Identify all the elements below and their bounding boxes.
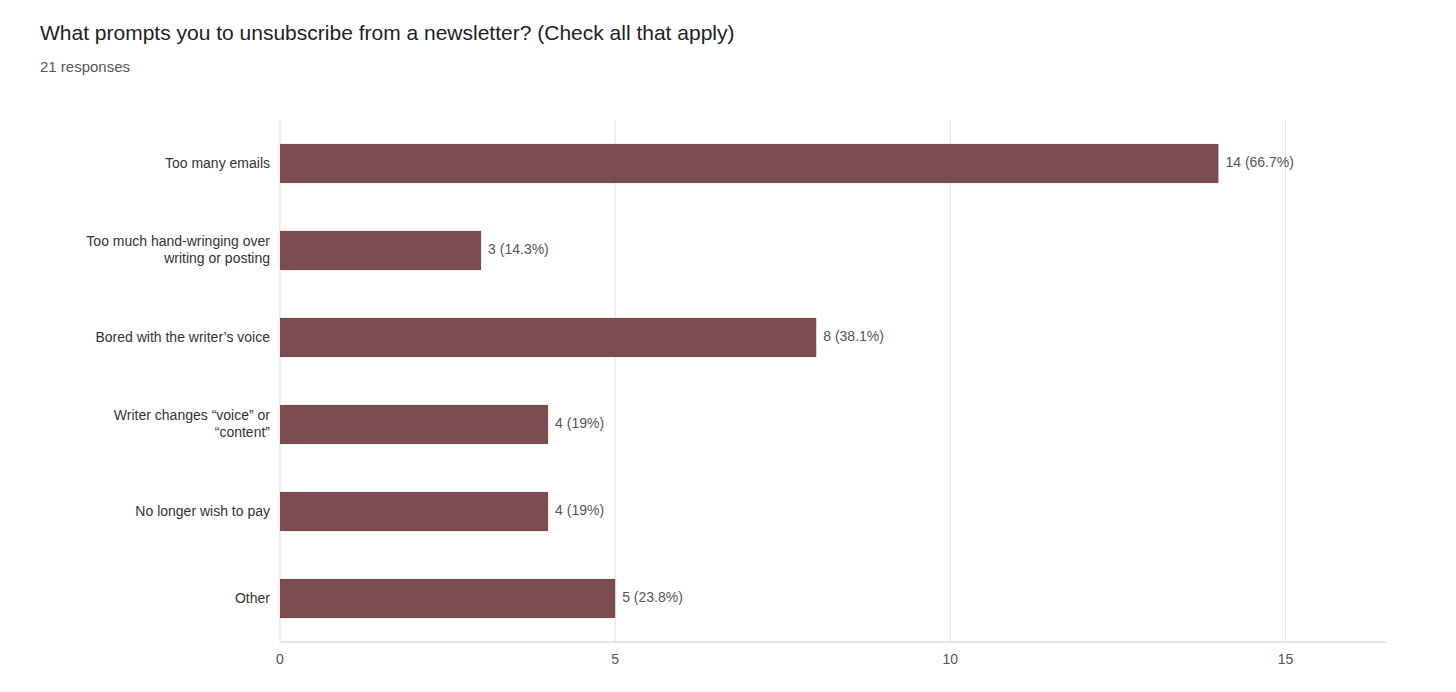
x-tick-label: 0: [276, 651, 284, 667]
x-tick-label: 10: [943, 651, 959, 667]
chart-svg: What prompts you to unsubscribe from a n…: [0, 0, 1456, 692]
data-label: 4 (19%): [555, 502, 604, 518]
bar: [280, 492, 548, 531]
title: What prompts you to unsubscribe from a n…: [40, 21, 734, 44]
category-label: Bored with the writer’s voice: [95, 328, 270, 344]
x-tick-label: 5: [611, 651, 619, 667]
data-label: 5 (23.8%): [622, 589, 683, 605]
bar: [280, 405, 548, 444]
data-labels: 14 (66.7%) 3 (14.3%) 8 (38.1%) 4 (19%) 4 (19…: [488, 154, 1294, 605]
bar: [280, 144, 1218, 183]
category-label: Too many emails: [165, 154, 270, 170]
subtitle: 21 responses: [40, 58, 130, 75]
x-ticks: 0 5 10 15: [276, 651, 1293, 667]
category-label: Writer changes “voice” or“content”: [114, 407, 270, 440]
data-label: 4 (19%): [555, 415, 604, 431]
bar: [280, 231, 481, 270]
data-label: 14 (66.7%): [1225, 154, 1293, 170]
data-label: 8 (38.1%): [823, 328, 884, 344]
chart-container: What prompts you to unsubscribe from a n…: [0, 0, 1456, 692]
category-label-line: “content”: [215, 424, 271, 440]
bars: [280, 144, 1218, 618]
category-label: Too much hand-wringing overwriting or po…: [86, 233, 270, 266]
category-label: Other: [235, 589, 270, 605]
bar: [280, 318, 816, 357]
category-label-line: writing or posting: [163, 250, 270, 266]
bar: [280, 579, 615, 618]
category-label: No longer wish to pay: [135, 502, 270, 518]
y-tick-labels: Too many emails Too much hand-wringing ov…: [86, 154, 270, 605]
category-label-line: Too much hand-wringing over: [86, 233, 270, 249]
category-label-line: Bored with the writer’s voice: [95, 328, 270, 344]
grid-line: [950, 120, 951, 642]
x-axis-line: [280, 642, 1386, 643]
grid-line: [615, 120, 616, 642]
category-label-line: No longer wish to pay: [135, 502, 270, 518]
category-label-line: Too many emails: [165, 154, 270, 170]
grid: [280, 120, 1285, 642]
data-label: 3 (14.3%): [488, 241, 549, 257]
x-tick-label: 15: [1278, 651, 1294, 667]
grid-line: [280, 120, 281, 642]
page: {"chart_data": {"type": "bar", "orientat…: [0, 0, 1456, 692]
category-label-line: Writer changes “voice” or: [114, 407, 270, 423]
category-label-line: Other: [235, 589, 270, 605]
grid-line: [1285, 120, 1286, 642]
